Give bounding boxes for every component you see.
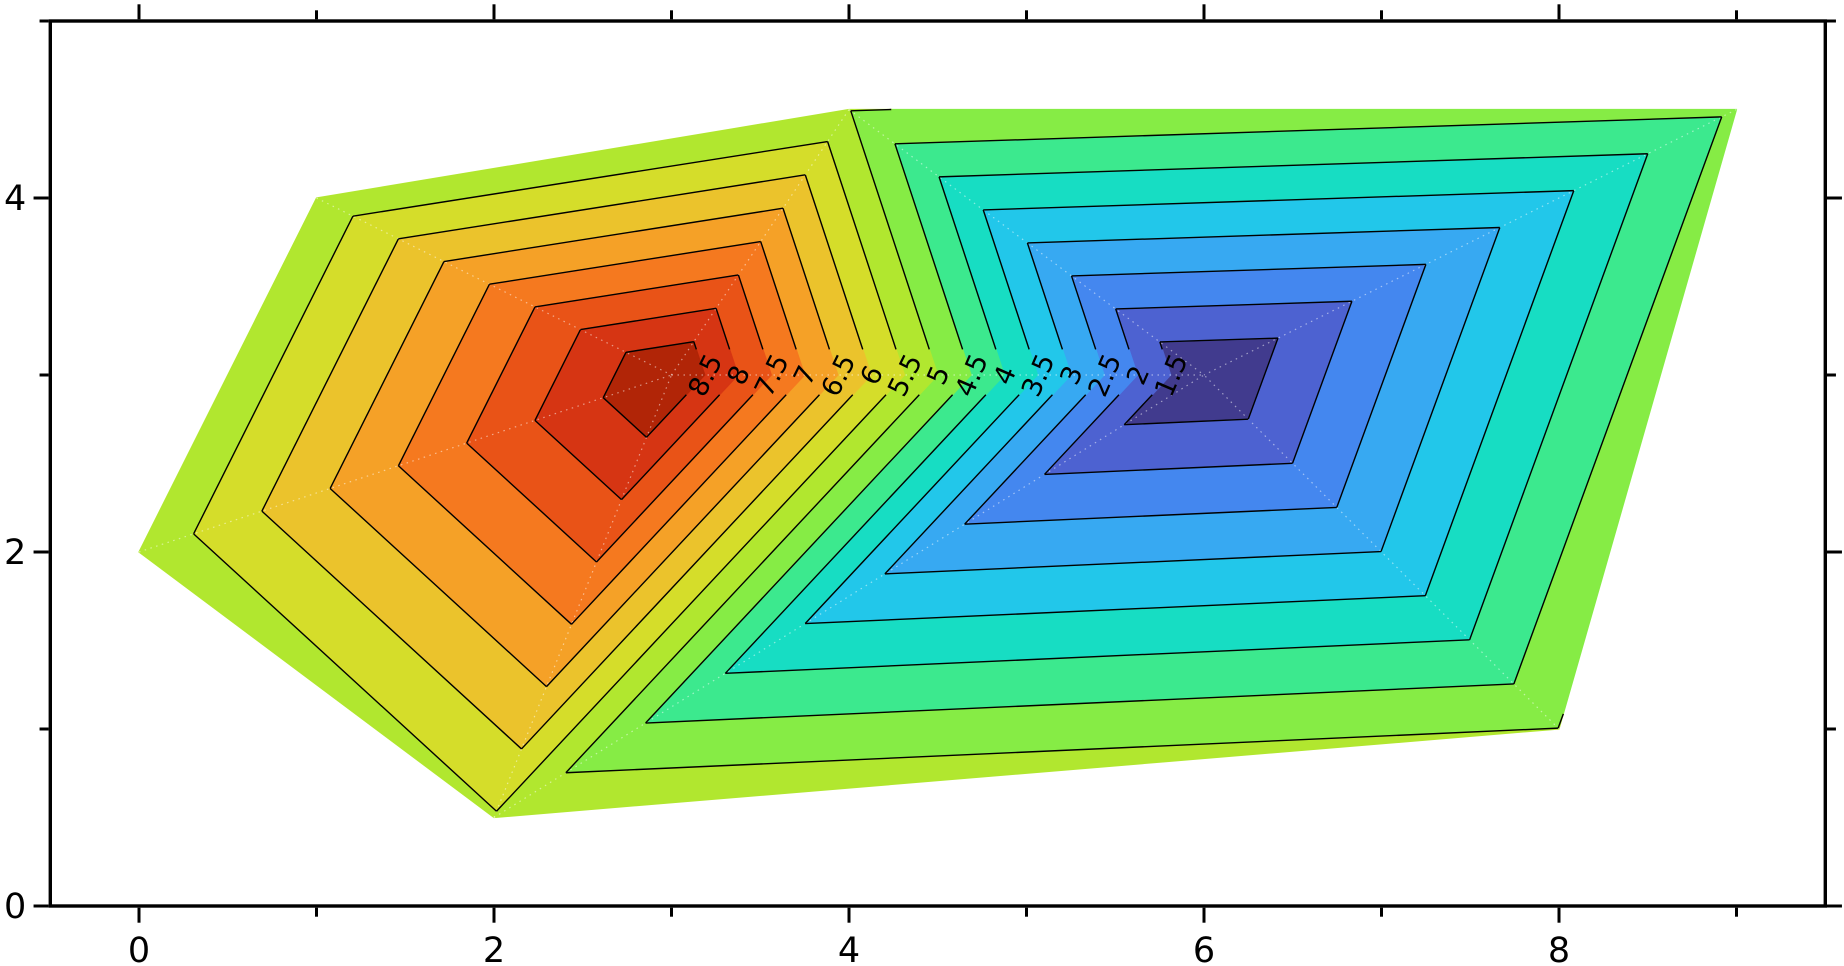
triangulation-edge [316, 197, 672, 376]
contour-line [495, 394, 887, 812]
contour-line [625, 340, 694, 354]
contour-line [1247, 337, 1279, 420]
contour-line [580, 307, 717, 331]
x-tick-label: 4 [838, 931, 860, 966]
contour-line [826, 141, 897, 350]
contour-line [1468, 153, 1649, 641]
contour-line [193, 533, 497, 812]
contour-line [545, 394, 820, 688]
contour-line [1115, 308, 1130, 350]
y-tick-label: 4 [4, 179, 26, 219]
contour-line [1027, 226, 1500, 244]
contour-line [397, 465, 572, 625]
contour-line [1044, 462, 1293, 476]
contour-line [983, 189, 1574, 211]
contour-band-fills [138, 108, 1738, 819]
contour-line [1336, 264, 1427, 508]
contour-line [1123, 394, 1153, 426]
triangulation-edge [493, 374, 673, 818]
contour-line [894, 116, 1722, 145]
contour-line [715, 308, 731, 350]
contour-line [1159, 341, 1163, 350]
contour-line [693, 341, 698, 350]
x-tick-label: 6 [1193, 931, 1215, 966]
contour-line [534, 274, 739, 308]
contour-line [534, 329, 582, 421]
contour-line [1071, 263, 1426, 277]
contour-line [595, 394, 754, 563]
contour-line [520, 394, 854, 750]
contour-line [1124, 418, 1249, 426]
contour-line [489, 240, 761, 285]
contour-line [602, 351, 627, 399]
contour-line [884, 550, 1382, 575]
contour-line [1026, 242, 1064, 350]
contour-line [1115, 300, 1352, 310]
contour-line [645, 394, 954, 724]
contour-line [397, 283, 491, 467]
contour-line [466, 306, 536, 444]
contour-line [570, 394, 787, 625]
contour-line [602, 397, 647, 438]
contour-line [329, 261, 445, 489]
contour-line [645, 683, 1514, 724]
contour-line [398, 174, 806, 240]
contour-line [466, 442, 597, 563]
contour-line [565, 727, 1559, 774]
x-tick-label: 2 [483, 931, 505, 966]
contour-line [939, 153, 1648, 178]
contour-line [782, 208, 831, 350]
contour-line [1424, 190, 1575, 596]
contour-line [620, 394, 721, 501]
contour-line [737, 274, 764, 350]
contour-line [443, 207, 784, 263]
contour-line [261, 238, 400, 512]
contour-line [805, 595, 1426, 625]
contour-line [964, 506, 1337, 525]
contour-line [964, 394, 1087, 525]
contour-line [1557, 713, 1564, 729]
contour-line [804, 394, 1020, 625]
contour-lines [192, 108, 1723, 812]
contour-line [1159, 337, 1278, 343]
contour-line [352, 140, 828, 217]
contour-line [192, 215, 354, 535]
contour-line [724, 394, 987, 674]
contour-line [261, 510, 522, 750]
contour-line [1291, 301, 1353, 464]
contour-line [1380, 227, 1501, 552]
contour-line [1043, 394, 1120, 475]
contour-line [645, 394, 687, 438]
contour-line [565, 394, 920, 774]
contour-line [329, 487, 547, 688]
contour-band [1123, 337, 1279, 426]
contour-line [1513, 116, 1723, 685]
x-tick-label: 8 [1548, 931, 1570, 966]
contour-line [850, 108, 892, 112]
contour-line [804, 174, 864, 350]
contour-band [602, 341, 706, 438]
contour-line [884, 394, 1053, 575]
triangulation-edge [493, 374, 1205, 819]
contour-line [1070, 275, 1097, 350]
contour-line [850, 110, 930, 350]
contour-line [938, 176, 997, 350]
y-tick-label: 2 [4, 533, 26, 573]
contour-line [760, 241, 797, 350]
contour-line [982, 209, 1030, 350]
triangulation-mesh [138, 108, 1737, 819]
contour-line [534, 419, 622, 501]
x-tick-label: 0 [128, 931, 150, 966]
contour-line [894, 143, 964, 350]
y-tick-label: 0 [4, 887, 26, 927]
contour-line [725, 639, 1470, 675]
axis-frame-and-ticks: 0 2 4 6 8 0 2 4 [4, 4, 1842, 966]
plot-frame [48, 19, 1827, 908]
